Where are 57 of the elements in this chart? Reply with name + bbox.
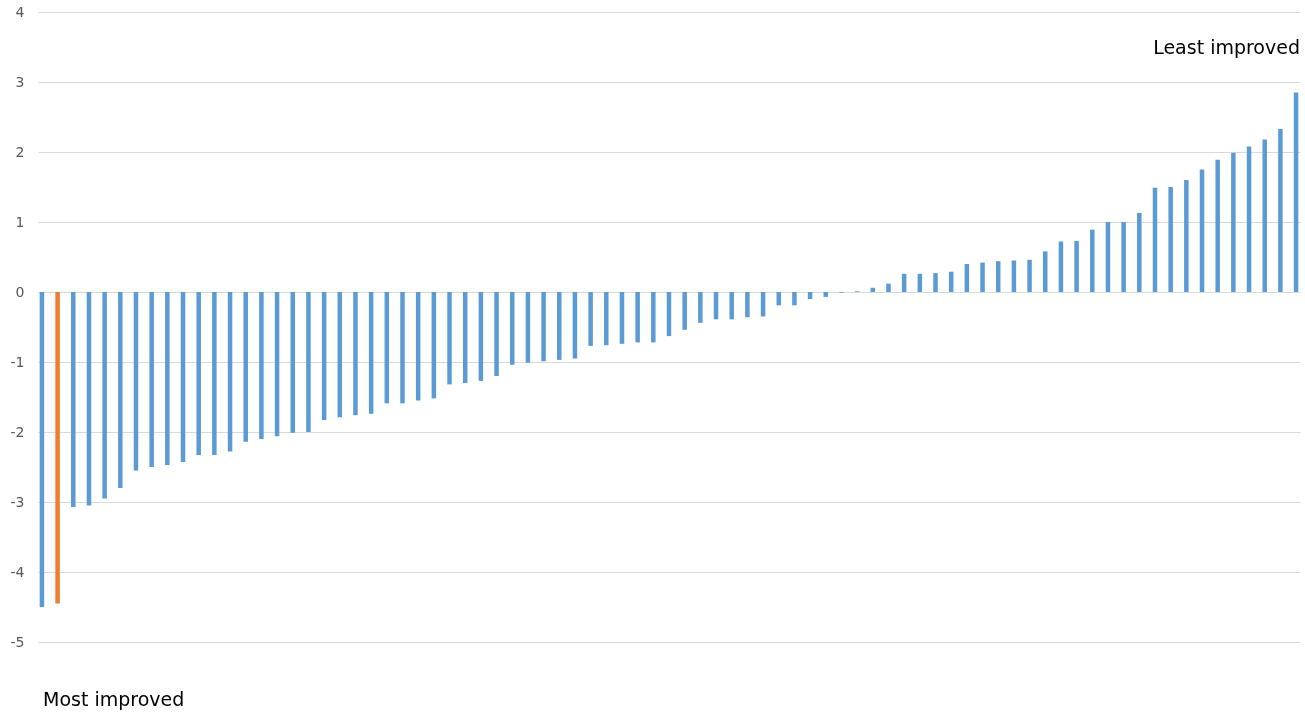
- bar: [1262, 139, 1267, 292]
- bar: [651, 292, 656, 343]
- bar: [447, 292, 452, 385]
- bar: [1184, 180, 1189, 292]
- bar: [400, 292, 405, 404]
- bar: [243, 292, 248, 442]
- bar: [102, 292, 107, 499]
- bar: [729, 292, 734, 320]
- bar: [118, 292, 123, 488]
- text: Most improved: [43, 688, 185, 710]
- bar: [55, 292, 60, 604]
- bar: [149, 292, 154, 467]
- bar: [698, 292, 703, 323]
- bar: [933, 273, 938, 292]
- y-tick-label: -2: [10, 423, 25, 440]
- bar: [212, 292, 217, 456]
- bar: [588, 292, 593, 346]
- bar: [1074, 240, 1079, 292]
- y-tick-label: -4: [10, 563, 25, 580]
- y-tick-label: -5: [10, 633, 25, 650]
- bar: [1231, 152, 1236, 292]
- bar: [572, 292, 578, 359]
- bar: [1215, 159, 1220, 292]
- bar: [792, 292, 797, 306]
- bar: [980, 262, 985, 292]
- bar: [604, 292, 609, 346]
- bar: [196, 292, 201, 456]
- bar: [1121, 222, 1126, 292]
- bar: [635, 292, 640, 343]
- bar: [165, 292, 170, 465]
- bar: [1168, 187, 1173, 292]
- bar: [306, 292, 311, 432]
- y-tick-label: 1: [15, 213, 25, 230]
- y-tick-label: 4: [15, 3, 25, 20]
- annotation: Least improved: [1153, 36, 1300, 58]
- y-tick-label: 3: [15, 73, 25, 90]
- y-tick-label: -3: [10, 493, 25, 510]
- bar: [1027, 259, 1032, 292]
- bar: [353, 292, 358, 416]
- bar: [776, 292, 781, 306]
- bar: [823, 292, 829, 297]
- y-tick-label: -1: [10, 353, 25, 370]
- bar: [682, 292, 687, 330]
- bar: [71, 292, 76, 507]
- bar: [494, 292, 499, 376]
- bar: [541, 292, 546, 362]
- y-tick-label: 2: [15, 143, 25, 160]
- bar: [760, 292, 766, 317]
- bar: [1090, 229, 1095, 292]
- bar: [259, 292, 264, 439]
- bar: [1043, 251, 1048, 292]
- bar: [1278, 128, 1283, 292]
- y-tick-label: 0: [15, 283, 25, 300]
- bar: [1137, 212, 1142, 292]
- bar: [745, 292, 750, 318]
- bar: [557, 292, 562, 360]
- bar: [886, 283, 891, 292]
